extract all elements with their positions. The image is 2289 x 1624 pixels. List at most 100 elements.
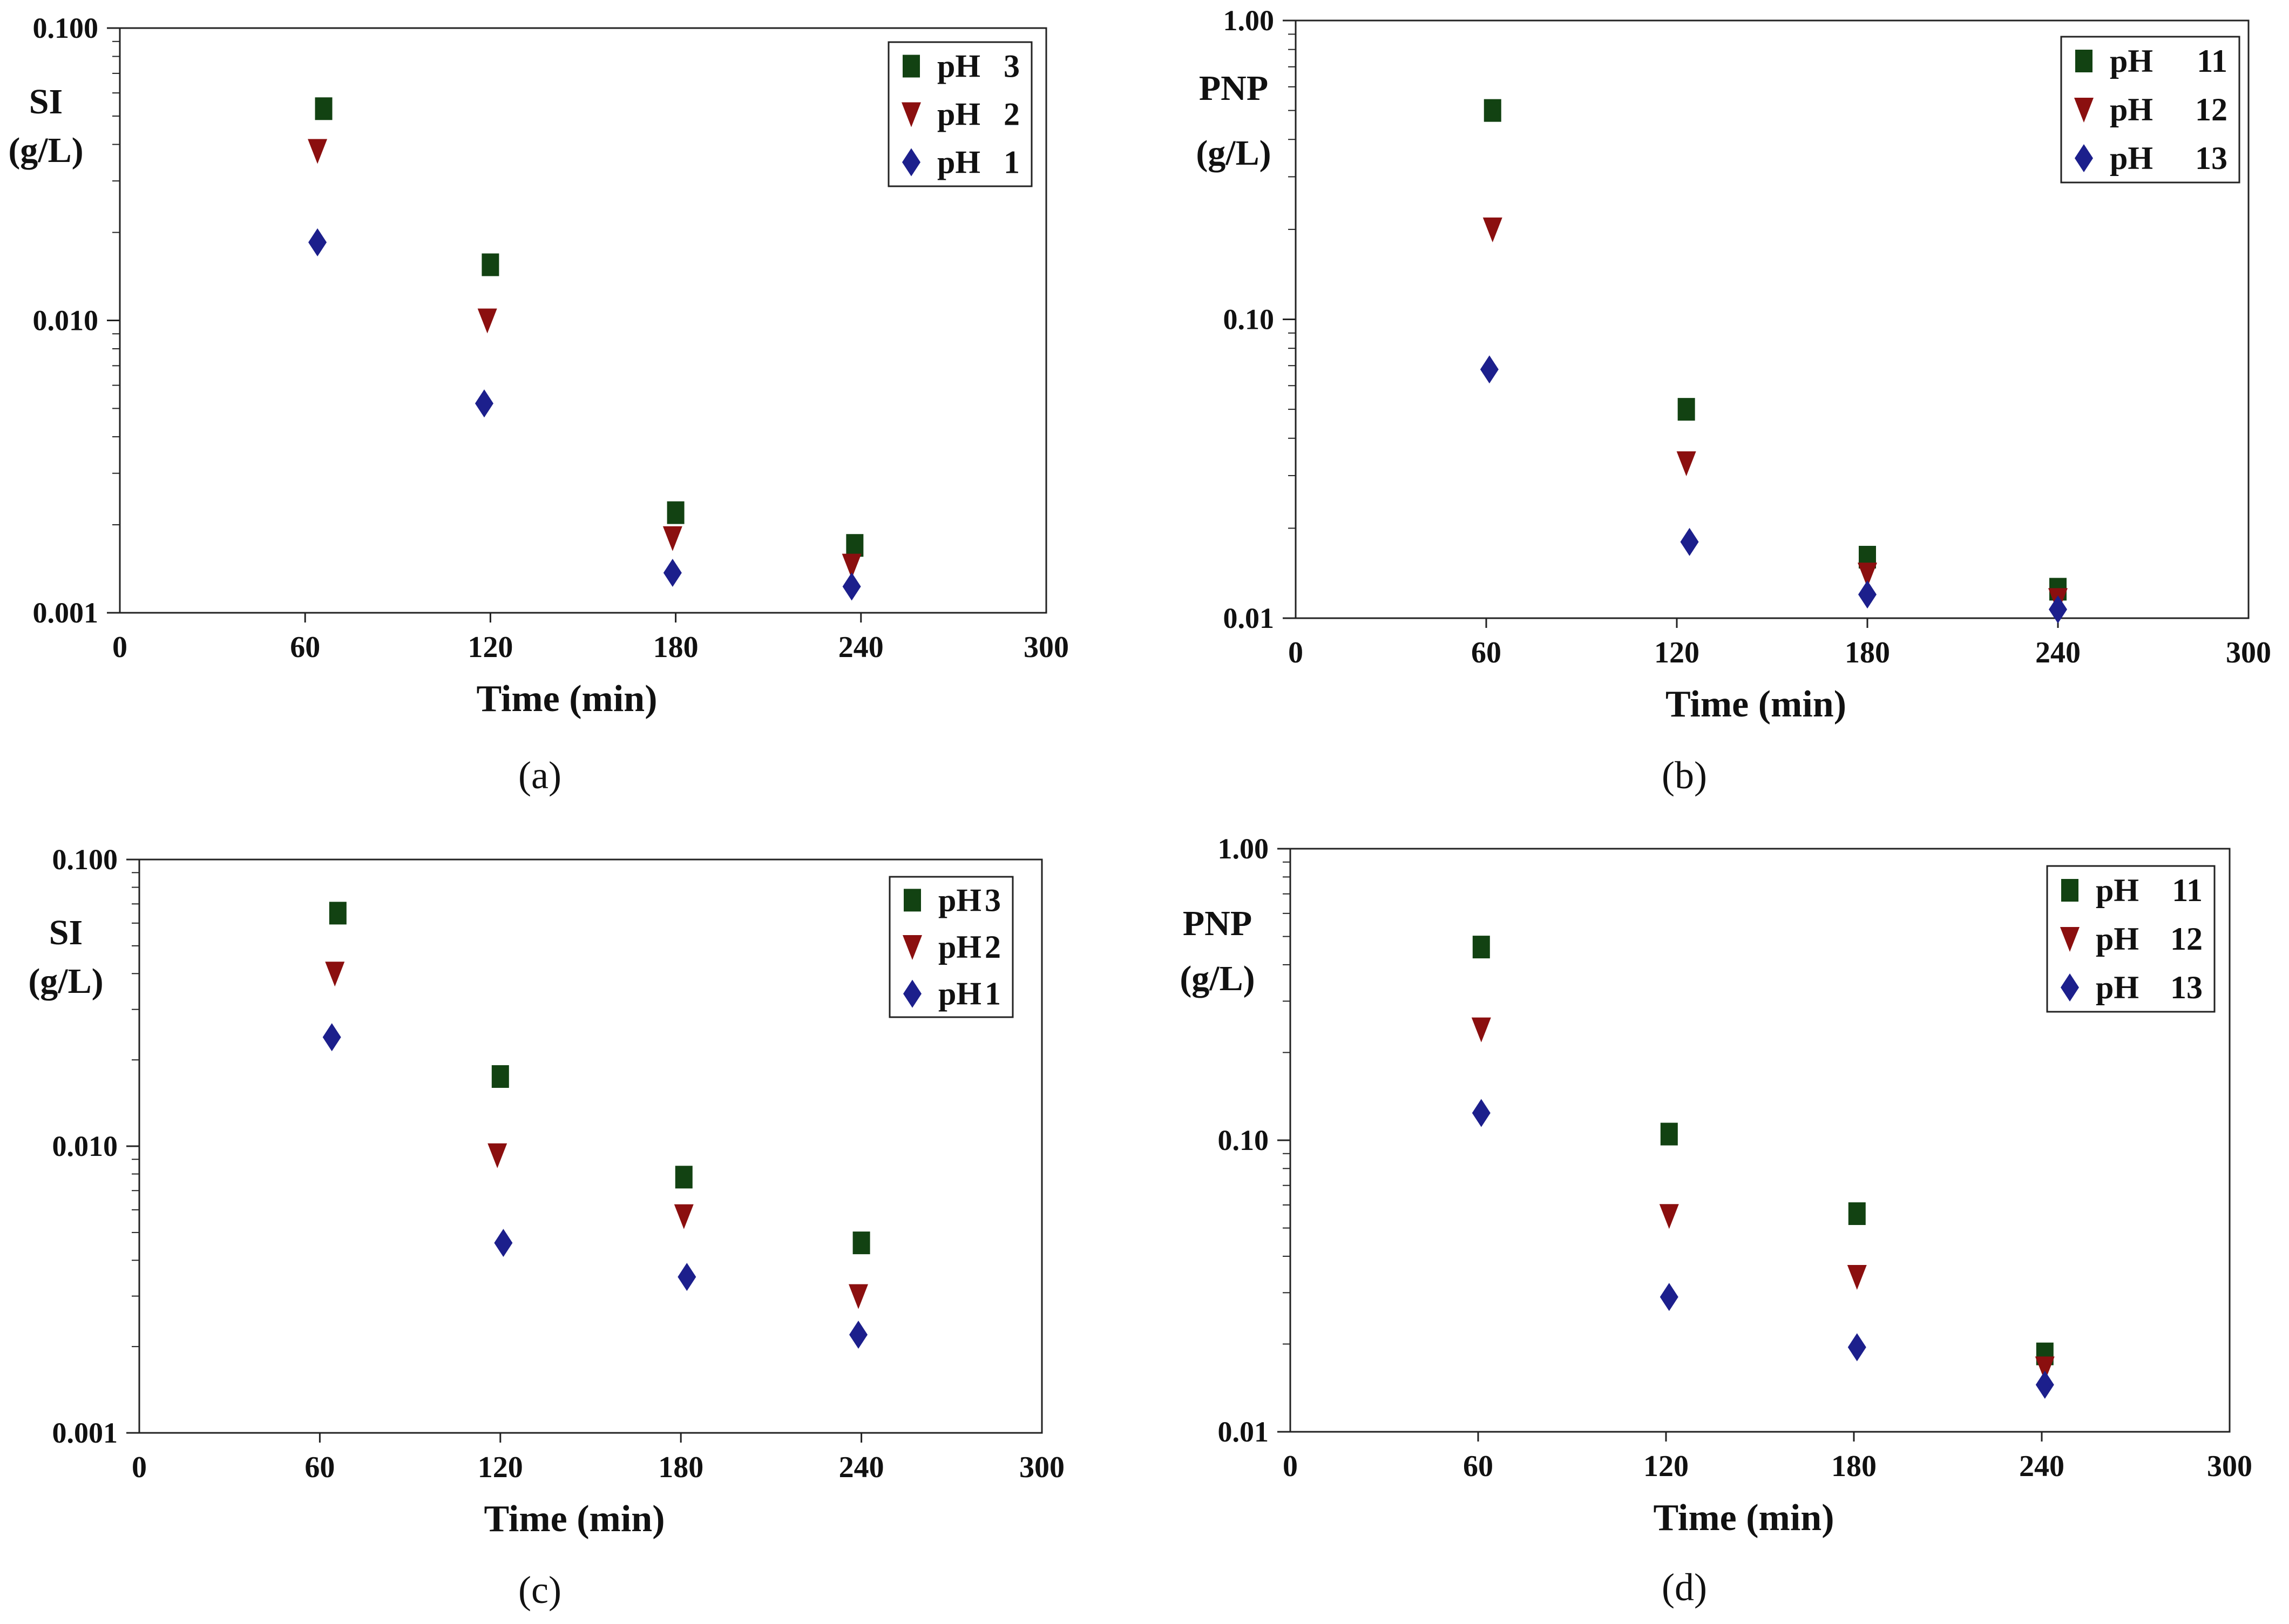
data-point-triangle xyxy=(1676,451,1696,477)
data-point-diamond xyxy=(2035,1370,2054,1399)
legend-label: pH xyxy=(937,49,980,84)
y-axis-label: (g/L) xyxy=(1180,959,1255,998)
legend-label: pH xyxy=(2110,43,2153,79)
x-tick-label: 120 xyxy=(478,1451,523,1484)
legend-value: 1 xyxy=(985,976,1001,1012)
data-point-triangle xyxy=(849,1284,869,1309)
legend-value: 13 xyxy=(2170,970,2203,1005)
x-tick-label: 120 xyxy=(1643,1450,1689,1483)
y-tick-label: 0.100 xyxy=(52,843,118,876)
x-tick-label: 60 xyxy=(1471,636,1501,669)
data-point-square xyxy=(852,1231,870,1255)
x-tick-label: 300 xyxy=(2226,636,2271,669)
x-tick-label: 240 xyxy=(2019,1450,2064,1483)
data-point-triangle xyxy=(842,553,862,579)
data-point-diamond xyxy=(1858,580,1877,609)
data-point-square xyxy=(1848,1202,1866,1225)
data-point-diamond xyxy=(1847,1333,1866,1362)
x-tick-label: 240 xyxy=(838,631,884,664)
data-point-triangle xyxy=(1858,563,1877,588)
x-axis-label: Time (min) xyxy=(1665,684,1846,725)
data-point-diamond xyxy=(2049,595,2067,624)
data-point-triangle xyxy=(674,1204,694,1229)
legend-label: pH xyxy=(2096,872,2139,908)
panel-caption: (d) xyxy=(1662,1566,1707,1609)
x-tick-label: 0 xyxy=(132,1451,147,1484)
y-tick-label: 0.010 xyxy=(52,1130,118,1162)
x-tick-label: 60 xyxy=(1463,1450,1493,1483)
chart-b: 1.00 0.10 0.01 0 60 120 180 240 300 Time (min) PNP… xyxy=(1196,4,2271,797)
x-tick-label: 180 xyxy=(653,631,699,664)
legend-marker-diamond xyxy=(2061,973,2079,1002)
legend-value: 1 xyxy=(1004,145,1020,180)
data-point-diamond xyxy=(322,1023,341,1052)
data-point-square xyxy=(675,1166,693,1189)
legend-marker-triangle xyxy=(903,935,922,960)
y-axis-label: SI xyxy=(29,82,63,121)
legend-value: 12 xyxy=(2170,921,2203,957)
y-axis-label: PNP xyxy=(1199,69,1268,108)
legend-value: 2 xyxy=(1004,97,1020,132)
y-tick-label: 0.10 xyxy=(1223,303,1275,336)
legend-label: pH xyxy=(937,145,980,180)
data-point-square xyxy=(1484,99,1501,122)
y-tick-label: 0.010 xyxy=(33,304,99,337)
data-point-diamond xyxy=(1680,527,1699,556)
legend-label: pH xyxy=(2096,970,2139,1005)
data-point-square xyxy=(1660,1122,1678,1146)
legend-value: 12 xyxy=(2195,92,2227,127)
y-tick-label: 1.00 xyxy=(1218,833,1269,865)
y-tick-label: 0.10 xyxy=(1218,1124,1269,1156)
data-point-square xyxy=(846,534,864,557)
data-point-square xyxy=(491,1065,509,1088)
y-axis-label: (g/L) xyxy=(8,131,83,170)
y-tick-label: 0.001 xyxy=(52,1417,118,1449)
legend-label: pH xyxy=(937,97,980,132)
x-tick-label: 300 xyxy=(1024,631,1069,664)
data-point-square xyxy=(315,97,333,120)
chart-a: 0.100 0.010 0.001 0 60 120 180 240 300 Time (min)… xyxy=(8,12,1069,797)
y-axis-label: SI xyxy=(49,913,83,952)
x-tick-label: 300 xyxy=(2207,1450,2252,1483)
legend-label: pH xyxy=(2110,140,2153,176)
data-point-triangle xyxy=(1471,1017,1491,1043)
legend-value: 13 xyxy=(2195,140,2227,176)
x-tick-label: 120 xyxy=(468,631,513,664)
data-point-triangle xyxy=(325,962,345,987)
data-point-triangle xyxy=(308,139,328,164)
data-point-triangle xyxy=(1847,1265,1867,1290)
legend-value: 11 xyxy=(2172,872,2203,908)
y-tick-label: 0.100 xyxy=(33,12,99,44)
legend-label: pH xyxy=(938,882,981,918)
data-point-triangle xyxy=(487,1143,507,1168)
legend-marker-square xyxy=(903,55,920,78)
panel-caption: (b) xyxy=(1662,754,1707,797)
x-tick-label: 0 xyxy=(112,631,127,664)
legend-value: 2 xyxy=(985,929,1001,965)
data-point-square xyxy=(1677,398,1695,421)
data-point-triangle xyxy=(2035,1356,2055,1382)
legend-marker-triangle xyxy=(2074,98,2094,123)
x-tick-label: 60 xyxy=(290,631,320,664)
x-axis-label: Time (min) xyxy=(1653,1497,1834,1539)
data-point-diamond xyxy=(475,389,493,418)
y-tick-label: 0.01 xyxy=(1223,602,1275,634)
legend-label: pH xyxy=(938,976,981,1012)
legend-marker-square xyxy=(904,889,921,912)
legend-value: 11 xyxy=(2197,43,2227,79)
panel-caption: (a) xyxy=(518,754,561,797)
legend-value: 3 xyxy=(1004,49,1020,84)
data-point-diamond xyxy=(494,1229,513,1257)
legend-label: pH xyxy=(938,929,981,965)
data-point-square xyxy=(667,501,685,524)
y-tick-label: 0.01 xyxy=(1218,1416,1269,1448)
data-point-diamond xyxy=(1472,1099,1491,1127)
data-point-diamond xyxy=(678,1263,696,1291)
x-axis-label: Time (min) xyxy=(476,678,657,720)
x-tick-label: 240 xyxy=(839,1451,884,1484)
data-point-diamond xyxy=(849,1321,868,1349)
legend-marker-diamond xyxy=(903,979,922,1008)
data-point-triangle xyxy=(1659,1204,1679,1229)
y-axis-label: (g/L) xyxy=(28,962,103,1001)
y-tick-label: 0.001 xyxy=(33,597,99,629)
